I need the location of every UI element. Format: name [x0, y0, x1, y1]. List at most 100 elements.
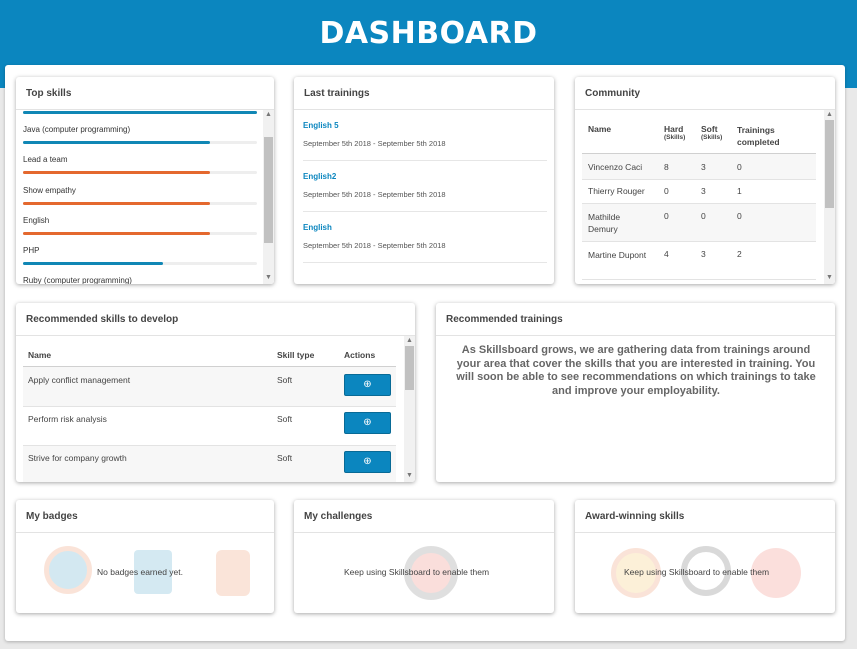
badge-certificate-icon	[216, 550, 250, 596]
skill-label: Java (computer programming)	[23, 125, 131, 134]
hard-count: 8	[664, 162, 669, 172]
badges-empty-message: No badges earned yet.	[97, 567, 184, 577]
skill-type: Soft	[277, 375, 293, 385]
last-trainings-card: Last trainings English 5 September 5th 2…	[294, 77, 554, 284]
add-skill-button[interactable]: ⊕	[344, 374, 391, 396]
soft-count: 3	[701, 162, 706, 172]
table-row	[582, 204, 816, 241]
award-medal-icon	[611, 548, 661, 598]
skill-bar	[23, 232, 257, 235]
skill-bar-fill	[23, 232, 211, 235]
plus-circle-icon: ⊕	[363, 379, 372, 390]
my-badges-title: My badges	[16, 500, 274, 533]
award-headset-icon	[681, 546, 731, 596]
skill-bar-fill	[23, 202, 211, 205]
top-skills-scrollbar[interactable]: ▲ ▼	[263, 110, 274, 284]
recommended-skills-card: Recommended skills to develop Name Skill…	[16, 303, 415, 482]
training-dates: September 5th 2018 - September 5th 2018	[303, 241, 446, 250]
challenges-message: Keep using Skillsboard to enable them	[344, 567, 490, 577]
trainings-count: 1	[737, 186, 742, 196]
skill-type: Soft	[277, 414, 293, 424]
community-card: Community Name Hard (Skills) Soft (Skills)…	[575, 77, 835, 284]
divider	[303, 211, 547, 212]
col-name-header: Name	[28, 350, 52, 360]
badge-ribbon-icon	[134, 550, 172, 594]
col-trainings-header: Trainings completed	[737, 125, 780, 147]
col-actions-header: Actions	[344, 350, 376, 360]
training-name-link[interactable]: English2	[303, 172, 337, 181]
scroll-up-icon[interactable]: ▲	[406, 337, 413, 344]
divider	[303, 262, 547, 263]
scroll-down-icon[interactable]: ▼	[265, 274, 272, 281]
member-name: Thierry Rouger	[588, 186, 645, 196]
training-name-link[interactable]: English 5	[303, 121, 339, 130]
training-name-link[interactable]: English	[303, 223, 332, 232]
scroll-up-icon[interactable]: ▲	[826, 111, 833, 118]
skill-name: Strive for company growth	[28, 453, 127, 463]
last-trainings-title: Last trainings	[294, 77, 554, 110]
page-title: DASHBOARD	[319, 16, 538, 51]
skill-label: Lead a team	[23, 155, 68, 164]
skill-bar	[23, 171, 257, 174]
table-row	[23, 367, 396, 406]
recommended-trainings-card: Recommended trainings As Skillsboard gro…	[436, 303, 835, 482]
scroll-up-icon[interactable]: ▲	[265, 111, 272, 118]
table-row	[582, 154, 816, 179]
col-hard-header: Hard (Skills)	[664, 124, 686, 141]
recommended-trainings-text: As Skillsboard grows, we are gathering d…	[456, 344, 816, 397]
skill-label: Ruby (computer programming)	[23, 276, 132, 284]
skill-name: Apply conflict management	[28, 375, 131, 385]
add-skill-button[interactable]: ⊕	[344, 412, 391, 434]
add-skill-button[interactable]: ⊕	[344, 451, 391, 473]
skill-bar	[23, 262, 257, 265]
scroll-thumb[interactable]	[264, 137, 273, 243]
skill-label: Show empathy	[23, 186, 76, 195]
skill-type: Soft	[277, 453, 293, 463]
skill-label: PHP	[23, 246, 40, 255]
col-name-header: Name	[588, 124, 612, 134]
trainings-count: 2	[737, 249, 742, 259]
scroll-thumb[interactable]	[825, 120, 834, 208]
trainings-count: 0	[737, 162, 742, 172]
trainings-count: 0	[737, 211, 742, 221]
soft-count: 3	[701, 249, 706, 259]
award-skills-message: Keep using Skillsboard to enable them	[624, 567, 770, 577]
award-skills-card: Award-winning skills Keep using Skillsbo…	[575, 500, 835, 613]
skill-name: Perform risk analysis	[28, 414, 107, 424]
community-scrollbar[interactable]: ▲ ▼	[824, 110, 835, 284]
skill-bar-fill	[23, 141, 211, 144]
my-challenges-card: My challenges Keep using Skillsboard to …	[294, 500, 554, 613]
top-skills-title: Top skills	[16, 77, 274, 110]
plus-circle-icon: ⊕	[363, 456, 372, 467]
soft-count: 0	[701, 211, 706, 221]
skill-bar	[23, 202, 257, 205]
scroll-down-icon[interactable]: ▼	[826, 274, 833, 281]
top-skills-card: Top skills Java (computer programming) L…	[16, 77, 274, 284]
hard-count: 0	[664, 186, 669, 196]
table-row	[23, 446, 396, 482]
divider	[303, 160, 547, 161]
skill-bar-fill	[23, 171, 211, 174]
my-badges-card: My badges No badges earned yet.	[16, 500, 274, 613]
training-dates: September 5th 2018 - September 5th 2018	[303, 190, 446, 199]
member-name: Vincenzo Caci	[588, 162, 643, 172]
recommended-trainings-title: Recommended trainings	[436, 303, 835, 336]
recommended-skills-title: Recommended skills to develop	[16, 303, 415, 336]
my-challenges-title: My challenges	[294, 500, 554, 533]
col-soft-header: Soft (Skills)	[701, 124, 723, 141]
hard-count: 0	[664, 211, 669, 221]
award-skills-title: Award-winning skills	[575, 500, 835, 533]
member-name: Martine Dupont	[588, 250, 647, 260]
training-dates: September 5th 2018 - September 5th 2018	[303, 139, 446, 148]
plus-circle-icon: ⊕	[363, 417, 372, 428]
col-type-header: Skill type	[277, 350, 315, 360]
community-title: Community	[575, 77, 835, 110]
badge-shield-icon	[44, 546, 92, 594]
soft-count: 3	[701, 186, 706, 196]
scroll-thumb[interactable]	[405, 346, 414, 390]
scroll-down-icon[interactable]: ▼	[406, 472, 413, 479]
skill-label: English	[23, 216, 50, 225]
skill-bar	[23, 141, 257, 144]
recommended-skills-scrollbar[interactable]: ▲ ▼	[404, 336, 415, 482]
award-rocket-icon	[751, 548, 801, 598]
